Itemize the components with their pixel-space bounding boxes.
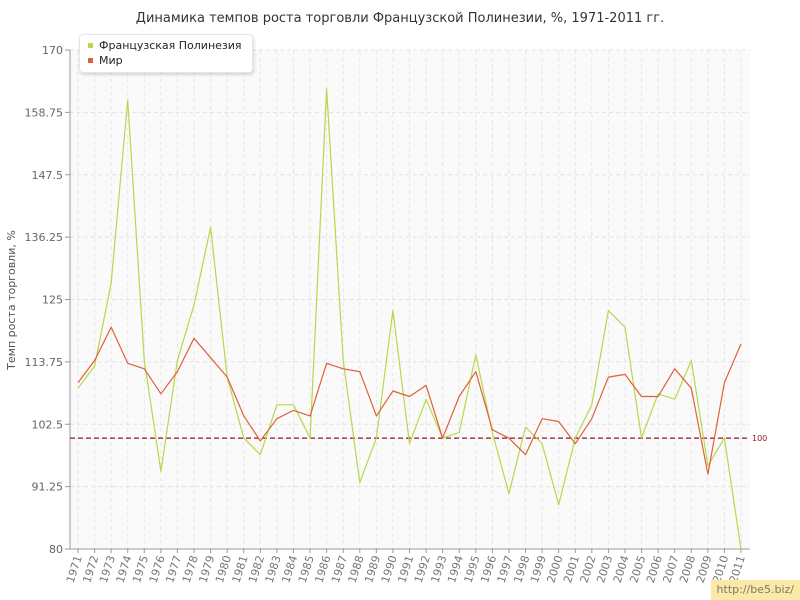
- legend-label-world: Мир: [99, 54, 123, 67]
- watermark-link[interactable]: http://be5.biz/: [710, 580, 800, 600]
- legend-label-french-polynesia: Французская Полинезия: [99, 39, 242, 52]
- chart-title: Динамика темпов роста торговли Французск…: [136, 11, 664, 26]
- y-tick-label: 102.5: [32, 418, 64, 431]
- plot-area: 80 91.25 102.5 113.75 125 136.25 147.5 158.75 17…: [25, 44, 768, 585]
- y-tick-label: 147.5: [32, 169, 64, 182]
- y-tick-label: 91.25: [32, 481, 64, 494]
- legend-item-world[interactable]: Мир: [88, 53, 242, 68]
- y-tick-label: 136.25: [25, 231, 64, 244]
- y-tick-label: 80: [49, 543, 63, 556]
- y-tick-label: 125: [42, 294, 63, 307]
- legend-swatch-french-polynesia: [88, 43, 93, 48]
- reference-line-label: 100: [752, 434, 767, 443]
- y-tick-label: 113.75: [25, 356, 64, 369]
- y-tick-label: 170: [42, 44, 63, 57]
- legend-item-french-polynesia[interactable]: Французская Полинезия: [88, 38, 242, 53]
- series-line-french-polynesia: [77, 88, 742, 550]
- y-axis-label: Темп роста торговли, %: [5, 230, 18, 371]
- legend-swatch-world: [88, 58, 93, 63]
- y-tick-label: 158.75: [25, 106, 64, 119]
- series-line-world: [77, 326, 742, 475]
- chart-legend: Французская Полинезия Мир: [79, 34, 253, 73]
